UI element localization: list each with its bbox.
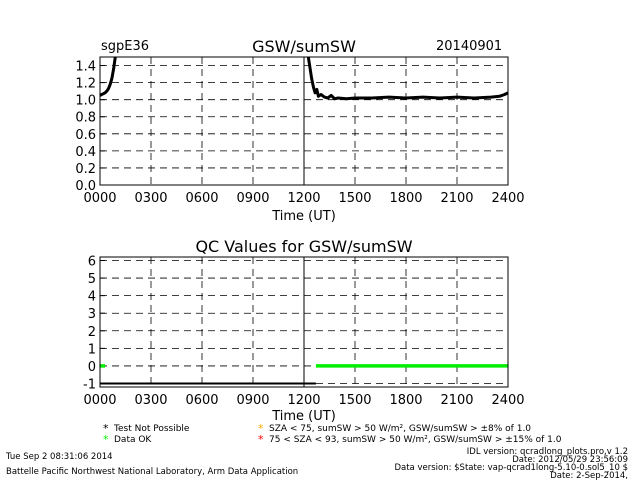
chart1-grid xyxy=(100,57,508,186)
legend-item-0-label: Test Not Possible xyxy=(113,424,190,434)
chart1-x-tick-label: 0000 xyxy=(83,191,116,206)
chart1-x-tick-label: 1800 xyxy=(389,191,422,206)
chart1-x-tick-label: 0600 xyxy=(185,191,218,206)
chart2-y-tick-label: 5 xyxy=(88,272,96,287)
legend: * Test Not Possible * Data OK * SZA < 75… xyxy=(103,422,562,446)
footer-org: Battelle Pacific Northwest National Labo… xyxy=(6,467,298,477)
chart1-data-series xyxy=(99,56,509,101)
date-label: 20140901 xyxy=(436,39,502,54)
chart2-y-tick-label: 4 xyxy=(88,290,96,305)
chart2-y-tick-label: 6 xyxy=(88,255,96,270)
chart1-x-tick-label: 0300 xyxy=(134,191,167,206)
chart1-y-tick-label: 0.0 xyxy=(75,179,96,194)
chart2-data-series xyxy=(100,364,508,385)
chart1-y-tick-label: 0.2 xyxy=(75,162,96,177)
legend-item-3-symbol: * xyxy=(258,433,264,446)
chart2-x-tick-label: 0600 xyxy=(185,393,218,408)
footer-data-date: Date: 2-Sep-2014, xyxy=(550,471,628,480)
chart1-y-tick-label: 1.0 xyxy=(75,94,96,109)
chart2-y-tick-label: 0 xyxy=(88,360,96,375)
chart1-xlabel: Time (UT) xyxy=(271,209,336,224)
chart2-y-tick-label: 2 xyxy=(88,325,96,340)
legend-item-1-label: Data OK xyxy=(114,435,152,445)
chart2-xlabel: Time (UT) xyxy=(271,409,336,424)
chart2-x-tick-label: 1500 xyxy=(338,393,371,408)
chart2-x-ticks: 0000 0300 0600 0900 1200 1500 1800 2100 2400 xyxy=(83,393,524,408)
chart2-title: QC Values for GSW/sumSW xyxy=(195,237,412,256)
chart2-y-tick-label: 1 xyxy=(88,342,96,357)
chart1-y-ticks: 0.0 0.2 0.4 0.6 0.8 1.0 1.2 1.4 xyxy=(75,60,96,194)
legend-item-2-symbol: * xyxy=(258,422,264,435)
chart1-y-tick-label: 1.4 xyxy=(75,60,96,75)
footer-code-date: Date: 2012/05/29 23:56:09 xyxy=(512,455,628,465)
chart1-x-tick-label: 2100 xyxy=(440,191,473,206)
chart2-x-tick-label: 1200 xyxy=(287,393,320,408)
legend-item-1-symbol: * xyxy=(103,433,109,446)
chart1-y-tick-label: 1.2 xyxy=(75,77,96,92)
chart1-y-tick-label: 0.6 xyxy=(75,128,96,143)
chart1-x-tick-label: 1500 xyxy=(338,191,371,206)
chart2-frame xyxy=(99,256,509,388)
chart2-x-tick-label: 0300 xyxy=(134,393,167,408)
chart1-series-0-segment-1 xyxy=(306,56,509,101)
chart1-x-tick-label: 2400 xyxy=(491,191,524,206)
legend-item-2-label: SZA < 75, sumSW > 50 W/m², GSW/sumSW > ±… xyxy=(269,424,531,434)
chart1-y-tick-label: 0.4 xyxy=(75,145,96,160)
chart1-y-tick-label: 0.8 xyxy=(75,111,96,126)
chart1-frame xyxy=(99,56,509,186)
footer-data-version: Data version: $State: vap-qcrad1long-5.1… xyxy=(394,463,628,473)
chart2-y-tick-label: 3 xyxy=(88,307,96,322)
chart1-series-0-segment-0 xyxy=(99,56,117,97)
chart2-x-tick-label: 2100 xyxy=(440,393,473,408)
chart2-y-ticks: -1 0 1 2 3 4 5 6 xyxy=(83,255,96,393)
chart2-y-tick-label: -1 xyxy=(83,377,96,392)
chart2-x-tick-label: 0000 xyxy=(83,393,116,408)
legend-item-3-label: 75 < SZA < 93, sumSW > 50 W/m², GSW/sumS… xyxy=(269,435,562,445)
chart2-x-tick-label: 0900 xyxy=(236,393,269,408)
legend-item-0-symbol: * xyxy=(103,422,109,435)
footer-idl-version: IDL version: qcradlong_plots.pro,v 1.2 xyxy=(467,447,628,457)
chart1-x-ticks: 0000 0300 0600 0900 1200 1500 1800 2100 2400 xyxy=(83,191,524,206)
chart1-x-tick-label: 1200 xyxy=(287,191,320,206)
station-label: sgpE36 xyxy=(101,39,149,54)
chart1-x-tick-label: 0900 xyxy=(236,191,269,206)
chart1-title: GSW/sumSW xyxy=(252,37,356,56)
footer-timestamp: Tue Sep 2 08:31:06 2014 xyxy=(5,452,113,462)
chart2-x-tick-label: 2400 xyxy=(491,393,524,408)
chart2-x-tick-label: 1800 xyxy=(389,393,422,408)
